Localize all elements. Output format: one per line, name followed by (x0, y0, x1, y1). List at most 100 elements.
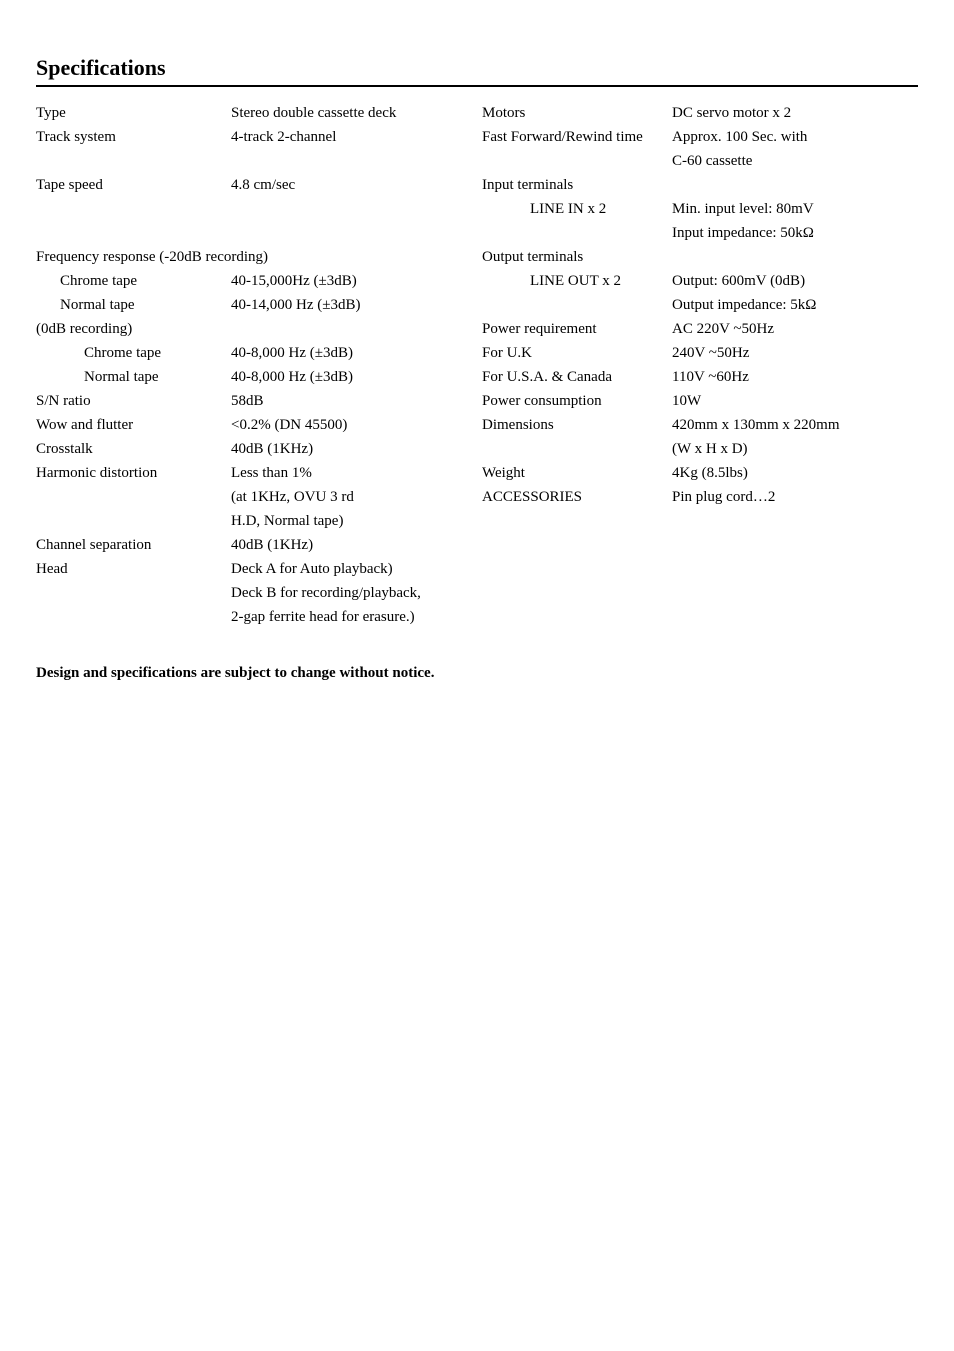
spec-row (36, 149, 472, 173)
spec-value: 40-8,000 Hz (±3dB) (231, 341, 472, 365)
spec-row (36, 221, 472, 245)
spec-row: Deck B for recording/playback, (36, 581, 472, 605)
spec-row: Chrome tape40-8,000 Hz (±3dB) (36, 341, 472, 365)
spec-row: Weight4Kg (8.5lbs) (482, 461, 918, 485)
spec-value: 4.8 cm/sec (231, 173, 472, 197)
spec-value: 40dB (1KHz) (231, 533, 472, 557)
spec-column-left: TypeStereo double cassette deckTrack sys… (36, 101, 472, 629)
spec-row: MotorsDC servo motor x 2 (482, 101, 918, 125)
spec-value: 420mm x 130mm x 220mm (672, 413, 918, 437)
spec-row: Output terminals (482, 245, 918, 269)
spec-label: Track system (36, 125, 231, 149)
spec-row: (at 1KHz, OVU 3 rd (36, 485, 472, 509)
footer-note: Design and specifications are subject to… (36, 661, 918, 685)
spec-value: 40-14,000 Hz (±3dB) (231, 293, 472, 317)
spec-row: Chrome tape40-15,000Hz (±3dB) (36, 269, 472, 293)
spec-value: 10W (672, 389, 918, 413)
page-title: Specifications (36, 50, 166, 85)
spec-row: Frequency response (-20dB recording) (36, 245, 472, 269)
spec-label: (0dB recording) (36, 317, 132, 341)
spec-label: Normal tape (36, 365, 231, 389)
spec-value: DC servo motor x 2 (672, 101, 918, 125)
spec-label: Weight (482, 461, 672, 485)
spec-label: Head (36, 557, 231, 581)
spec-value: Min. input level: 80mV (672, 197, 918, 221)
spec-label: S/N ratio (36, 389, 231, 413)
spec-row: Tape speed4.8 cm/sec (36, 173, 472, 197)
title-row: Specifications (36, 50, 918, 87)
spec-label: Channel separation (36, 533, 231, 557)
spec-row: Harmonic distortionLess than 1% (36, 461, 472, 485)
spec-row: Output impedance: 5kΩ (482, 293, 918, 317)
spec-value: Output impedance: 5kΩ (672, 293, 918, 317)
spec-label: LINE OUT x 2 (482, 269, 672, 293)
spec-row: (0dB recording) (36, 317, 472, 341)
spec-label: For U.S.A. & Canada (482, 365, 672, 389)
spec-value: Less than 1% (231, 461, 472, 485)
spec-value: 58dB (231, 389, 472, 413)
spec-value: 4Kg (8.5lbs) (672, 461, 918, 485)
spec-value: (at 1KHz, OVU 3 rd (231, 485, 472, 509)
spec-columns: TypeStereo double cassette deckTrack sys… (36, 101, 918, 629)
spec-value: 240V ~50Hz (672, 341, 918, 365)
spec-value: 4-track 2-channel (231, 125, 472, 149)
spec-row: For U.S.A. & Canada110V ~60Hz (482, 365, 918, 389)
spec-row: ACCESSORIESPin plug cord…2 (482, 485, 918, 509)
spec-row: H.D, Normal tape) (36, 509, 472, 533)
spec-label: For U.K (482, 341, 672, 365)
spec-value: Deck A for Auto playback) (231, 557, 472, 581)
spec-row: Track system4-track 2-channel (36, 125, 472, 149)
spec-value: 40dB (1KHz) (231, 437, 472, 461)
spec-row: Input terminals (482, 173, 918, 197)
spec-label: Normal tape (36, 293, 231, 317)
spec-row: LINE IN x 2Min. input level: 80mV (482, 197, 918, 221)
spec-label: Chrome tape (36, 341, 231, 365)
spec-row: LINE OUT x 2Output: 600mV (0dB) (482, 269, 918, 293)
spec-label: ACCESSORIES (482, 485, 672, 509)
spec-row: For U.K240V ~50Hz (482, 341, 918, 365)
spec-label: Output terminals (482, 245, 672, 269)
spec-label: Fast Forward/Rewind time (482, 125, 672, 149)
spec-label: Crosstalk (36, 437, 231, 461)
spec-row: Wow and flutter<0.2% (DN 45500) (36, 413, 472, 437)
spec-row: TypeStereo double cassette deck (36, 101, 472, 125)
spec-value: Stereo double cassette deck (231, 101, 472, 125)
spec-label: Power requirement (482, 317, 672, 341)
spec-label: Frequency response (-20dB recording) (36, 245, 268, 269)
spec-value: 40-8,000 Hz (±3dB) (231, 365, 472, 389)
spec-value: Approx. 100 Sec. with (672, 125, 918, 149)
spec-value: (W x H x D) (672, 437, 918, 461)
spec-label: Input terminals (482, 173, 672, 197)
spec-value: 110V ~60Hz (672, 365, 918, 389)
spec-row: Crosstalk40dB (1KHz) (36, 437, 472, 461)
spec-value: 40-15,000Hz (±3dB) (231, 269, 472, 293)
spec-column-right: MotorsDC servo motor x 2Fast Forward/Rew… (482, 101, 918, 629)
spec-label: Type (36, 101, 231, 125)
spec-row: Power consumption10W (482, 389, 918, 413)
spec-row: S/N ratio58dB (36, 389, 472, 413)
spec-row: Fast Forward/Rewind timeApprox. 100 Sec.… (482, 125, 918, 149)
spec-label: Dimensions (482, 413, 672, 437)
spec-row: (W x H x D) (482, 437, 918, 461)
spec-label: Wow and flutter (36, 413, 231, 437)
spec-value: AC 220V ~50Hz (672, 317, 918, 341)
spec-label: Tape speed (36, 173, 231, 197)
spec-row: Normal tape40-8,000 Hz (±3dB) (36, 365, 472, 389)
spec-row: Input impedance: 50kΩ (482, 221, 918, 245)
spec-row (36, 197, 472, 221)
spec-row: Dimensions420mm x 130mm x 220mm (482, 413, 918, 437)
spec-value: Input impedance: 50kΩ (672, 221, 918, 245)
spec-row: Channel separation40dB (1KHz) (36, 533, 472, 557)
spec-row: Power requirementAC 220V ~50Hz (482, 317, 918, 341)
spec-label: Power consumption (482, 389, 672, 413)
spec-value: Pin plug cord…2 (672, 485, 918, 509)
spec-value: 2-gap ferrite head for erasure.) (231, 605, 472, 629)
spec-value: Deck B for recording/playback, (231, 581, 472, 605)
spec-label: Harmonic distortion (36, 461, 231, 485)
spec-row: HeadDeck A for Auto playback) (36, 557, 472, 581)
spec-row: C-60 cassette (482, 149, 918, 173)
spec-row: 2-gap ferrite head for erasure.) (36, 605, 472, 629)
spec-value: C-60 cassette (672, 149, 918, 173)
spec-value: Output: 600mV (0dB) (672, 269, 918, 293)
spec-value: H.D, Normal tape) (231, 509, 472, 533)
